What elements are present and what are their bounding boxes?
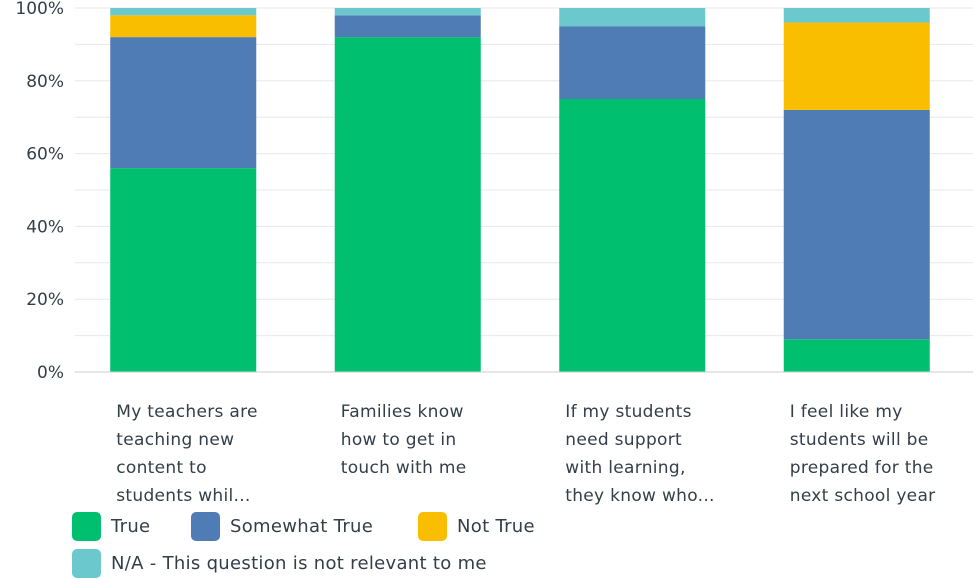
x-category-label-line: Families know <box>340 402 464 422</box>
bar-segment-3-somewhat <box>559 26 706 100</box>
x-category-label-line: If my students <box>565 402 692 422</box>
bar-segment-4-not <box>783 22 930 110</box>
bar-segment-1-na <box>110 8 257 16</box>
y-tick-label: 40% <box>26 217 64 237</box>
bar-segment-4-na <box>783 8 930 23</box>
x-category-label-line: how to get in <box>340 430 457 450</box>
x-category-label-line: content to <box>116 458 207 478</box>
x-category-label: I feel like my students will be prepared f… <box>790 398 960 510</box>
legend-item-na: N/A - This question is not relevant to m… <box>72 549 487 578</box>
bars <box>110 8 930 373</box>
y-tick-label: 0% <box>37 363 64 383</box>
bar-segment-1-not <box>110 15 257 38</box>
y-tick-label: 80% <box>26 72 64 92</box>
x-category-label-line: prepared for the <box>789 458 934 478</box>
x-category-label-line: students whil... <box>116 486 251 506</box>
legend-label-na: N/A - This question is not relevant to m… <box>111 553 487 574</box>
x-category-label-line: they know who... <box>565 486 715 506</box>
y-tick-label: 100% <box>15 0 64 19</box>
x-category-label-line: with learning, <box>565 458 686 478</box>
x-category-label: Families know how to get in touch with me <box>341 398 511 482</box>
x-category-label-line: need support <box>565 430 683 450</box>
x-category-label-line: My teachers are <box>116 402 258 422</box>
legend-label-not-true: Not True <box>457 516 535 537</box>
bar-segment-4-somewhat <box>783 109 930 340</box>
stacked-bar-chart: 0% 20% 40% 60% 80% 100% <box>15 0 973 383</box>
legend-item-somewhat-true: Somewhat True <box>191 512 373 541</box>
bar-segment-1-somewhat <box>110 37 257 169</box>
legend-swatch-na <box>72 549 101 578</box>
x-category-label-line: touch with me <box>340 458 467 478</box>
bar-segment-1-true <box>110 168 257 372</box>
legend-swatch-true <box>72 512 101 541</box>
legend-label-somewhat-true: Somewhat True <box>230 516 374 537</box>
legend-item-not-true: Not True <box>418 512 535 541</box>
bar-segment-4-true <box>783 339 930 372</box>
y-tick-label: 20% <box>26 290 64 310</box>
bar-segment-3-true <box>559 99 706 372</box>
x-category-label-line: teaching new <box>116 430 235 450</box>
legend-swatch-somewhat-true <box>191 512 220 541</box>
x-category-label: If my students need support with learning,… <box>565 398 735 510</box>
x-category-label-line: students will be <box>789 430 929 450</box>
bar-segment-3-na <box>559 8 706 27</box>
legend-label-true: True <box>111 516 151 537</box>
bar-segment-2-true <box>334 37 481 373</box>
bar-segment-2-na <box>334 8 481 16</box>
y-axis-ticks: 0% 20% 40% 60% 80% 100% <box>15 0 64 383</box>
legend-swatch-not-true <box>418 512 447 541</box>
legend-item-true: True <box>72 512 150 541</box>
y-tick-label: 60% <box>26 145 64 165</box>
x-category-label: My teachers are teaching new content to stu… <box>116 398 286 510</box>
x-category-label-line: I feel like my <box>789 402 903 422</box>
bar-segment-2-somewhat <box>334 15 481 38</box>
x-category-label-line: next school year <box>789 486 936 506</box>
